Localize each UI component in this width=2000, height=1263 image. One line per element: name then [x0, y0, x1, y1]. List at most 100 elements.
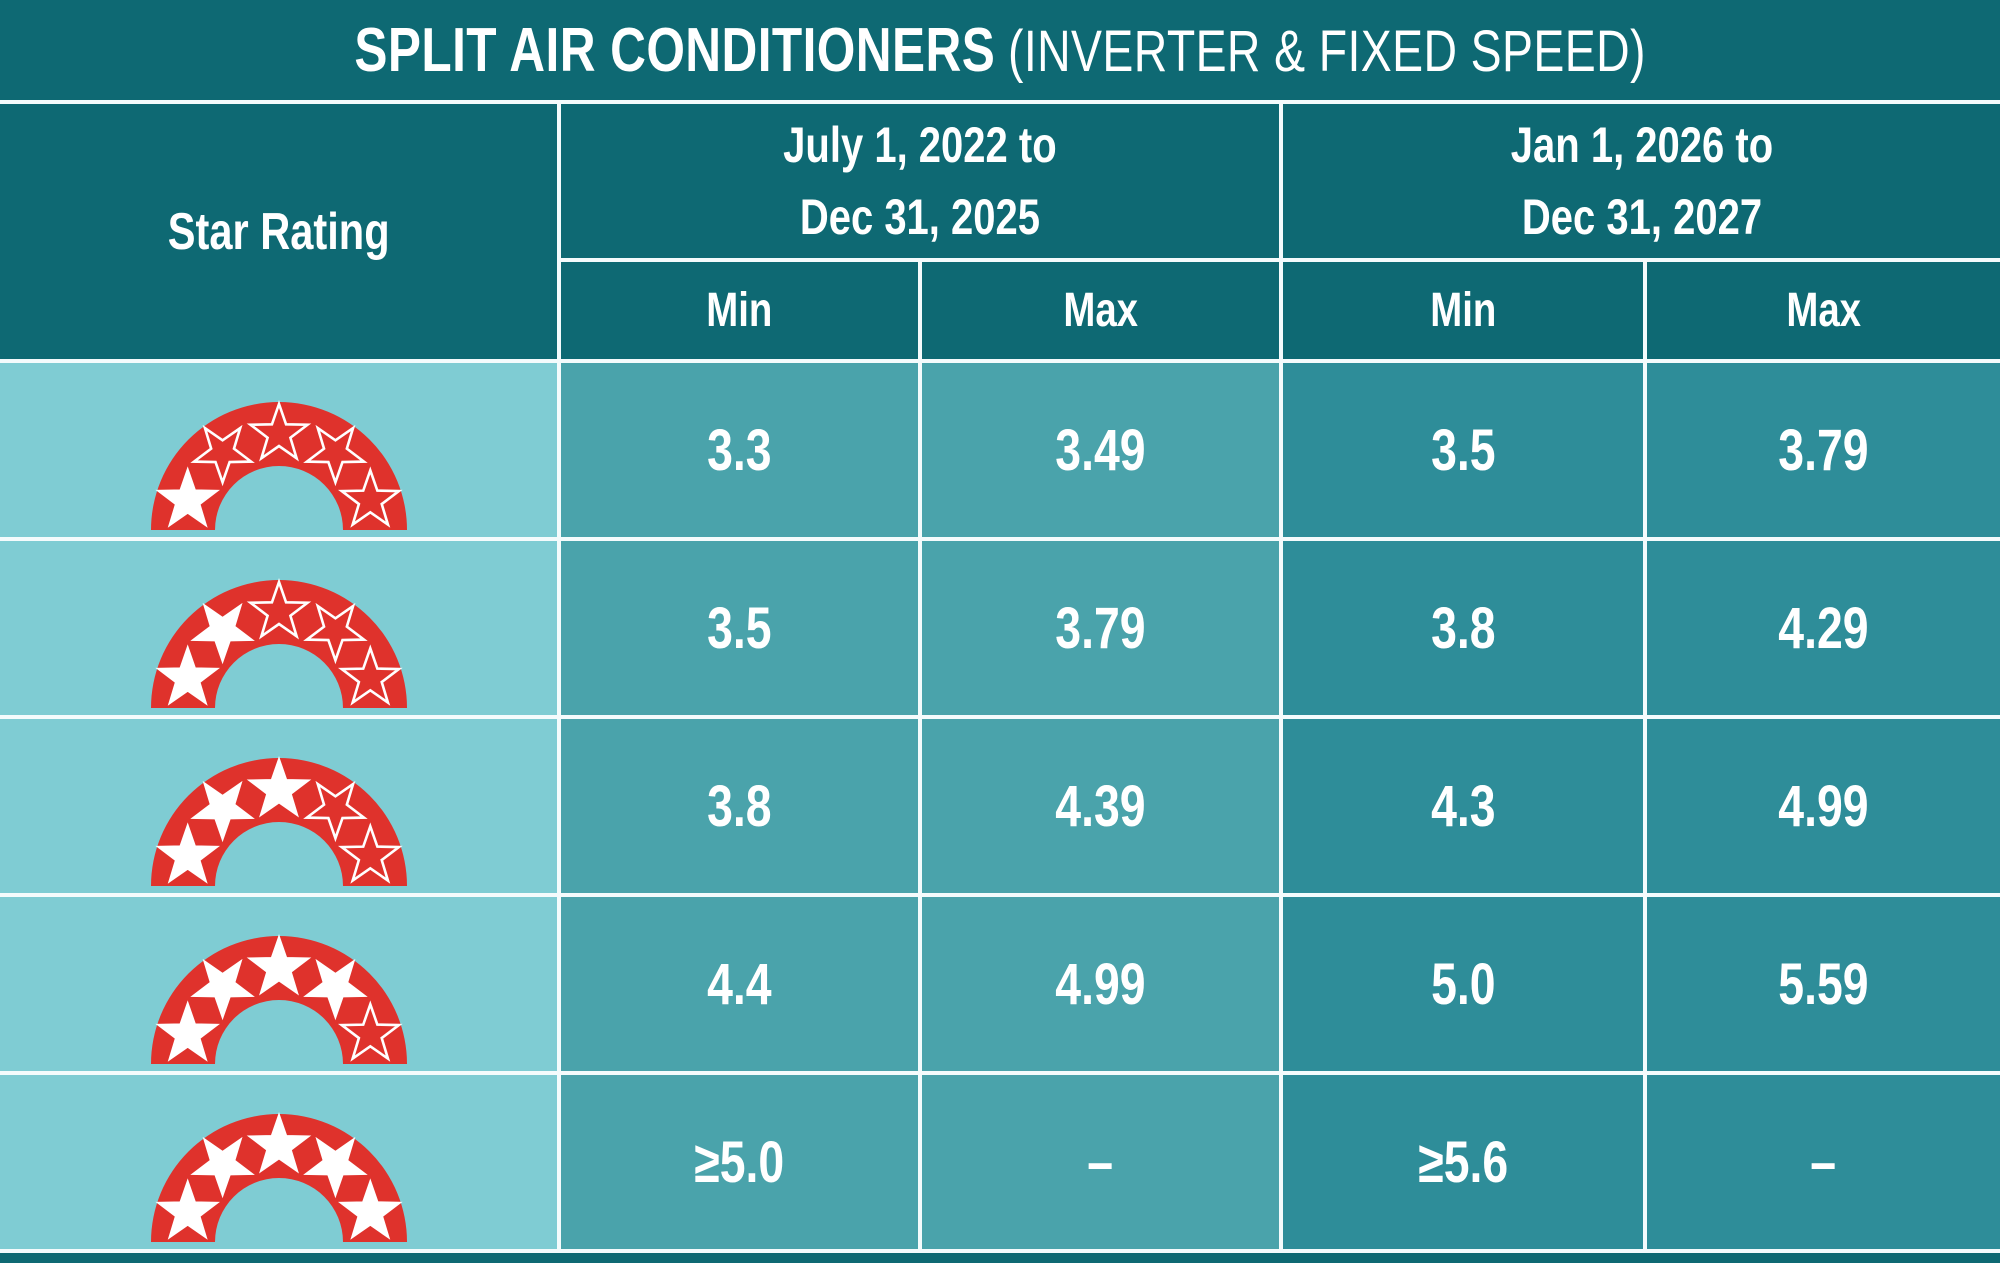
star-arch-icon [150, 400, 407, 530]
star-outline-icon [189, 424, 255, 487]
period-1-label: July 1, 2022 to Dec 31, 2025 [783, 109, 1056, 254]
star-arch-icon [150, 934, 407, 1064]
max-label: Max [1786, 284, 1861, 337]
p1-max-value: – [1087, 1129, 1114, 1195]
p2-min-value: 3.5 [1430, 417, 1496, 483]
star-outline-icon [302, 780, 368, 843]
star-filled-icon [302, 958, 368, 1021]
star-filled-icon [154, 644, 220, 706]
p2-max-value: 4.29 [1778, 595, 1869, 661]
star-outline-icon [337, 644, 403, 706]
period-1-max-header: Max [922, 262, 1279, 359]
p1-min-value: 3.3 [707, 417, 772, 483]
star-outline-icon [302, 602, 368, 665]
period-2-min-header: Min [1283, 262, 1643, 359]
star-filled-icon [154, 1178, 220, 1240]
star-filled-icon [337, 1178, 403, 1240]
star-arch-icon [150, 756, 407, 886]
star-filled-icon [189, 602, 255, 665]
p1-max-value: 3.79 [1055, 595, 1146, 661]
table-title: SPLIT AIR CONDITIONERS (INVERTER & FIXED… [354, 15, 1645, 86]
star-filled-icon [246, 756, 311, 818]
iseer-value-cell: 5.0 [1283, 897, 1643, 1071]
star-rating-column-header: Star Rating [0, 104, 557, 359]
star-badge-cell [0, 719, 557, 893]
p2-max-value: – [1810, 1129, 1837, 1195]
star-outline-icon [337, 822, 403, 884]
star-filled-icon [302, 1136, 368, 1199]
star-outline-icon [337, 466, 403, 528]
iseer-value-cell: 3.3 [561, 363, 918, 537]
period-1-line2: Dec 31, 2025 [799, 189, 1041, 245]
period-1-line1: July 1, 2022 to [783, 116, 1057, 173]
title-main: SPLIT AIR CONDITIONERS [354, 15, 996, 85]
table-title-band: SPLIT AIR CONDITIONERS (INVERTER & FIXED… [0, 0, 2000, 100]
star-filled-icon [154, 822, 220, 884]
star-filled-icon [189, 1136, 255, 1199]
iseer-value-cell: 3.5 [561, 541, 918, 715]
star-outline-icon [337, 1000, 403, 1062]
iseer-value-cell: ≥5.6 [1283, 1075, 1643, 1249]
p2-max-value: 5.59 [1778, 951, 1869, 1017]
period-2-max-header: Max [1647, 262, 2000, 359]
star-filled-icon [154, 466, 220, 528]
iseer-value-cell: 4.29 [1647, 541, 2000, 715]
p1-min-value: ≥5.0 [694, 1129, 785, 1195]
star-rating-header-label: Star Rating [167, 202, 390, 261]
star-filled-icon [154, 1000, 220, 1062]
max-label: Max [1063, 284, 1138, 337]
iseer-value-cell: 3.8 [561, 719, 918, 893]
p2-max-value: 4.99 [1778, 773, 1869, 839]
star-outline-icon [246, 578, 311, 640]
iseer-value-cell: – [922, 1075, 1279, 1249]
iseer-value-cell: 3.8 [1283, 541, 1643, 715]
iseer-value-cell: 3.79 [922, 541, 1279, 715]
period-2-line2: Dec 31, 2027 [1521, 189, 1762, 245]
p1-min-value: 4.4 [707, 951, 772, 1017]
iseer-value-cell: 4.4 [561, 897, 918, 1071]
p1-max-value: 4.39 [1055, 773, 1146, 839]
p2-max-value: 3.79 [1778, 417, 1869, 483]
p2-min-value: ≥5.6 [1418, 1129, 1508, 1195]
star-badge-cell [0, 1075, 557, 1249]
period-1-min-header: Min [561, 262, 918, 359]
p1-min-value: 3.8 [707, 773, 772, 839]
iseer-value-cell: – [1647, 1075, 2000, 1249]
star-badge-cell [0, 363, 557, 537]
star-filled-icon [189, 958, 255, 1021]
period-2-label: Jan 1, 2026 to Dec 31, 2027 [1510, 109, 1772, 254]
iseer-value-cell: 4.99 [1647, 719, 2000, 893]
p1-max-value: 4.99 [1055, 951, 1146, 1017]
star-arch-icon [150, 1112, 407, 1242]
star-filled-icon [246, 1112, 311, 1174]
iseer-value-cell: 3.79 [1647, 363, 2000, 537]
star-badge-cell [0, 541, 557, 715]
period-1-header: July 1, 2022 to Dec 31, 2025 [561, 104, 1279, 258]
p2-min-value: 4.3 [1430, 773, 1496, 839]
star-outline-icon [246, 400, 311, 462]
star-filled-icon [189, 780, 255, 843]
iseer-value-cell: 5.59 [1647, 897, 2000, 1071]
p1-max-value: 3.49 [1055, 417, 1146, 483]
star-badge-cell [0, 897, 557, 1071]
p1-min-value: 3.5 [707, 595, 772, 661]
title-sub: (INVERTER & FIXED SPEED) [1007, 18, 1646, 84]
min-label: Min [706, 284, 773, 337]
star-filled-icon [246, 934, 311, 996]
star-arch-icon [150, 578, 407, 708]
iseer-value-cell: 4.99 [922, 897, 1279, 1071]
p2-min-value: 3.8 [1430, 595, 1496, 661]
iseer-value-cell: 4.39 [922, 719, 1279, 893]
star-outline-icon [302, 424, 368, 487]
bottom-strip [0, 1253, 2000, 1263]
iseer-value-cell: 3.49 [922, 363, 1279, 537]
iseer-value-cell: 3.5 [1283, 363, 1643, 537]
p2-min-value: 5.0 [1430, 951, 1496, 1017]
min-label: Min [1429, 284, 1497, 337]
iseer-value-cell: 4.3 [1283, 719, 1643, 893]
iseer-value-cell: ≥5.0 [561, 1075, 918, 1249]
period-2-header: Jan 1, 2026 to Dec 31, 2027 [1283, 104, 2000, 258]
period-2-line1: Jan 1, 2026 to [1510, 116, 1773, 173]
